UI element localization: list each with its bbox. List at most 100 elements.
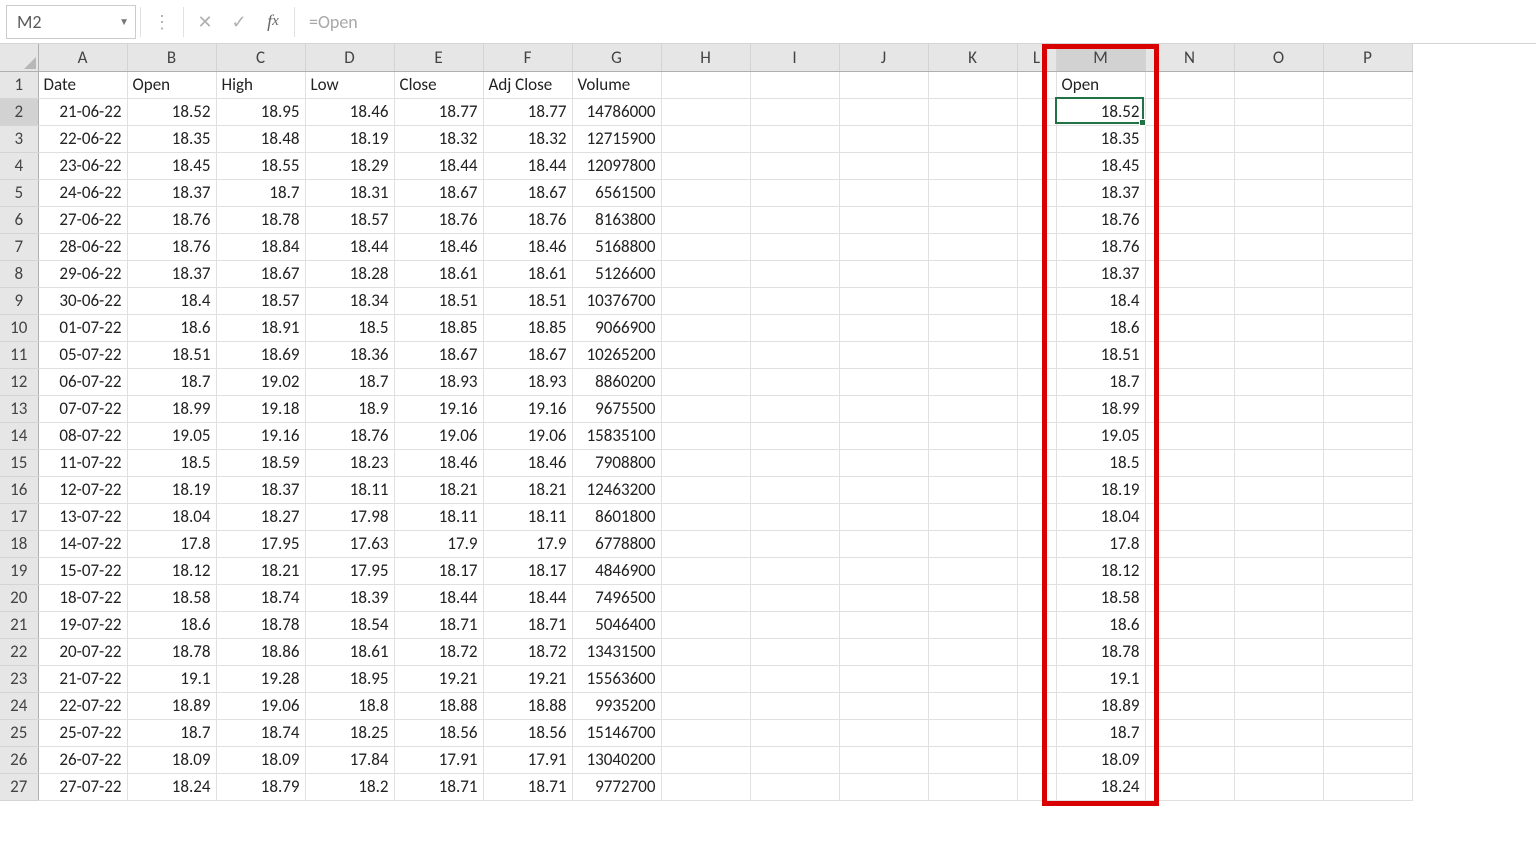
cell-C2[interactable]: 18.95	[216, 98, 305, 125]
cell-F15[interactable]: 18.46	[483, 449, 572, 476]
cell-A12[interactable]: 06-07-22	[38, 368, 127, 395]
col-header-M[interactable]: M	[1056, 44, 1145, 71]
cell-J19[interactable]	[839, 557, 928, 584]
cell-N20[interactable]	[1145, 584, 1234, 611]
cell-O22[interactable]	[1234, 638, 1323, 665]
col-header-G[interactable]: G	[572, 44, 661, 71]
cell-E27[interactable]: 18.71	[394, 773, 483, 800]
cell-C22[interactable]: 18.86	[216, 638, 305, 665]
cell-A17[interactable]: 13-07-22	[38, 503, 127, 530]
cell-H25[interactable]	[661, 719, 750, 746]
cell-A16[interactable]: 12-07-22	[38, 476, 127, 503]
cell-H21[interactable]	[661, 611, 750, 638]
cell-P27[interactable]	[1323, 773, 1412, 800]
cell-N13[interactable]	[1145, 395, 1234, 422]
cell-O23[interactable]	[1234, 665, 1323, 692]
cell-N5[interactable]	[1145, 179, 1234, 206]
cell-H7[interactable]	[661, 233, 750, 260]
cell-M25[interactable]: 18.7	[1056, 719, 1145, 746]
cell-P7[interactable]	[1323, 233, 1412, 260]
cell-K14[interactable]	[928, 422, 1017, 449]
cell-H1[interactable]	[661, 71, 750, 98]
cell-F10[interactable]: 18.85	[483, 314, 572, 341]
cell-I18[interactable]	[750, 530, 839, 557]
cell-E25[interactable]: 18.56	[394, 719, 483, 746]
cell-O27[interactable]	[1234, 773, 1323, 800]
cell-M12[interactable]: 18.7	[1056, 368, 1145, 395]
cell-N1[interactable]	[1145, 71, 1234, 98]
cell-K16[interactable]	[928, 476, 1017, 503]
cell-N27[interactable]	[1145, 773, 1234, 800]
cell-J16[interactable]	[839, 476, 928, 503]
cell-C15[interactable]: 18.59	[216, 449, 305, 476]
cell-N18[interactable]	[1145, 530, 1234, 557]
cell-H3[interactable]	[661, 125, 750, 152]
row-header-6[interactable]: 6	[0, 206, 38, 233]
row-header-21[interactable]: 21	[0, 611, 38, 638]
cell-E24[interactable]: 18.88	[394, 692, 483, 719]
cell-L14[interactable]	[1017, 422, 1056, 449]
cell-B10[interactable]: 18.6	[127, 314, 216, 341]
cell-F27[interactable]: 18.71	[483, 773, 572, 800]
col-header-P[interactable]: P	[1323, 44, 1412, 71]
options-icon[interactable]: ⋮	[145, 5, 179, 39]
cell-E18[interactable]: 17.9	[394, 530, 483, 557]
cell-A11[interactable]: 05-07-22	[38, 341, 127, 368]
cell-O13[interactable]	[1234, 395, 1323, 422]
cell-J10[interactable]	[839, 314, 928, 341]
cell-K17[interactable]	[928, 503, 1017, 530]
cell-J26[interactable]	[839, 746, 928, 773]
cell-K6[interactable]	[928, 206, 1017, 233]
cell-B12[interactable]: 18.7	[127, 368, 216, 395]
cell-L5[interactable]	[1017, 179, 1056, 206]
cell-L18[interactable]	[1017, 530, 1056, 557]
cell-C26[interactable]: 18.09	[216, 746, 305, 773]
row-header-24[interactable]: 24	[0, 692, 38, 719]
cell-N4[interactable]	[1145, 152, 1234, 179]
cell-J8[interactable]	[839, 260, 928, 287]
cell-L20[interactable]	[1017, 584, 1056, 611]
cell-H16[interactable]	[661, 476, 750, 503]
cell-P14[interactable]	[1323, 422, 1412, 449]
cell-G6[interactable]: 8163800	[572, 206, 661, 233]
cell-M21[interactable]: 18.6	[1056, 611, 1145, 638]
cell-H12[interactable]	[661, 368, 750, 395]
cell-I23[interactable]	[750, 665, 839, 692]
row-header-22[interactable]: 22	[0, 638, 38, 665]
cell-P4[interactable]	[1323, 152, 1412, 179]
cell-H2[interactable]	[661, 98, 750, 125]
cell-J18[interactable]	[839, 530, 928, 557]
cell-M7[interactable]: 18.76	[1056, 233, 1145, 260]
cell-E13[interactable]: 19.16	[394, 395, 483, 422]
cell-G8[interactable]: 5126600	[572, 260, 661, 287]
col-header-I[interactable]: I	[750, 44, 839, 71]
cell-H20[interactable]	[661, 584, 750, 611]
cell-E22[interactable]: 18.72	[394, 638, 483, 665]
cell-A26[interactable]: 26-07-22	[38, 746, 127, 773]
cell-A27[interactable]: 27-07-22	[38, 773, 127, 800]
col-header-N[interactable]: N	[1145, 44, 1234, 71]
cell-C19[interactable]: 18.21	[216, 557, 305, 584]
cell-I25[interactable]	[750, 719, 839, 746]
col-header-O[interactable]: O	[1234, 44, 1323, 71]
cell-L3[interactable]	[1017, 125, 1056, 152]
cell-B16[interactable]: 18.19	[127, 476, 216, 503]
cell-P21[interactable]	[1323, 611, 1412, 638]
cell-L10[interactable]	[1017, 314, 1056, 341]
formula-input[interactable]: =Open	[299, 5, 1530, 39]
cell-M24[interactable]: 18.89	[1056, 692, 1145, 719]
cell-C21[interactable]: 18.78	[216, 611, 305, 638]
cell-G12[interactable]: 8860200	[572, 368, 661, 395]
cell-A4[interactable]: 23-06-22	[38, 152, 127, 179]
cell-E14[interactable]: 19.06	[394, 422, 483, 449]
cell-F7[interactable]: 18.46	[483, 233, 572, 260]
cell-K23[interactable]	[928, 665, 1017, 692]
cell-L6[interactable]	[1017, 206, 1056, 233]
col-header-C[interactable]: C	[216, 44, 305, 71]
cell-N9[interactable]	[1145, 287, 1234, 314]
cell-J22[interactable]	[839, 638, 928, 665]
cell-I24[interactable]	[750, 692, 839, 719]
cell-C1[interactable]: High	[216, 71, 305, 98]
cell-P23[interactable]	[1323, 665, 1412, 692]
cell-C4[interactable]: 18.55	[216, 152, 305, 179]
